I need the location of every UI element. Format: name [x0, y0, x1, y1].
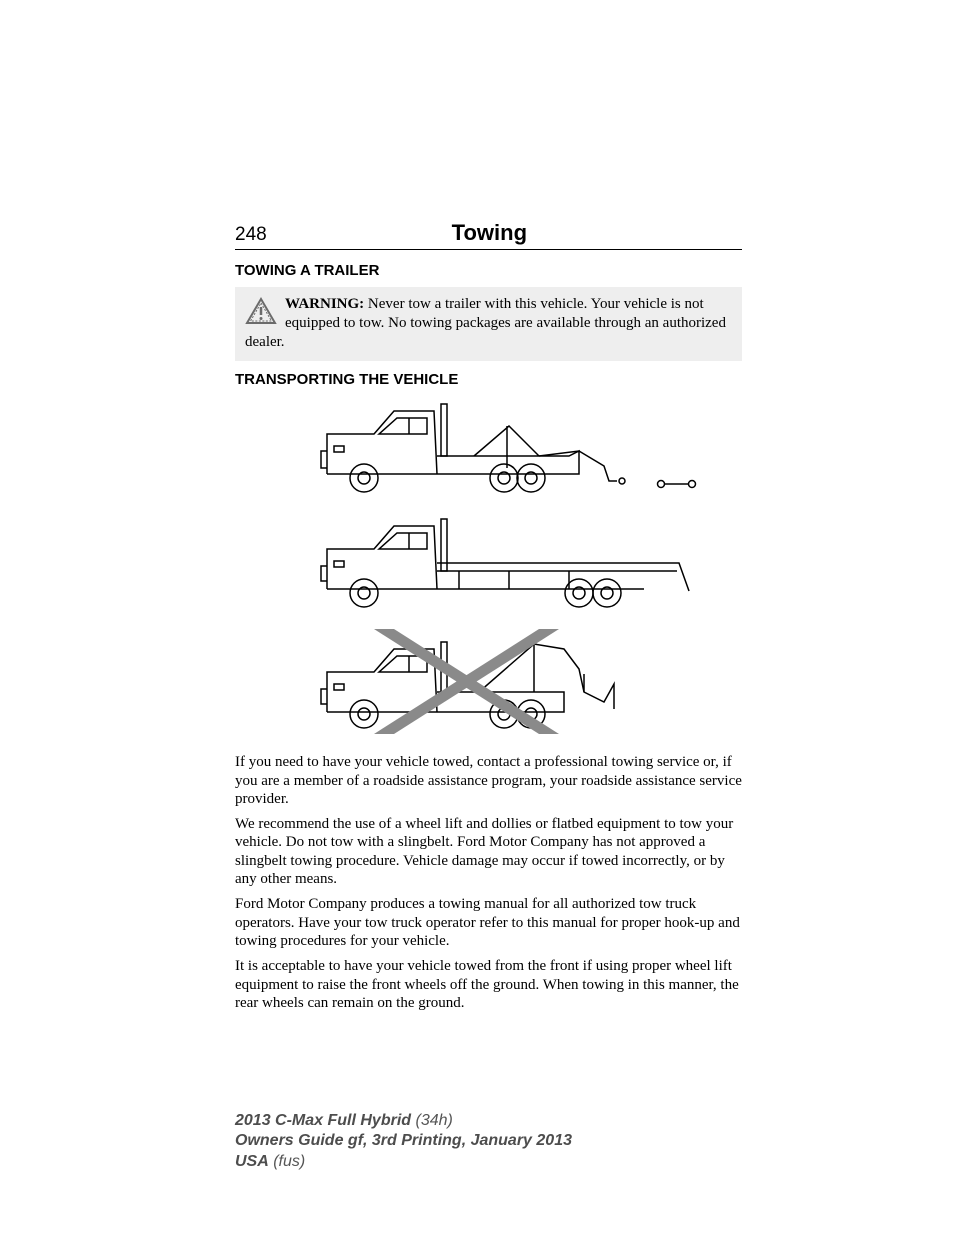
section-heading-trailer: TOWING A TRAILER: [235, 262, 742, 279]
paragraph-2: We recommend the use of a wheel lift and…: [235, 815, 742, 888]
paragraph-1: If you need to have your vehicle towed, …: [235, 753, 742, 808]
warning-label: WARNING:: [285, 296, 364, 312]
footer-line-1: 2013 C-Max Full Hybrid (34h): [235, 1111, 572, 1132]
tow-truck-diagram: [235, 396, 742, 741]
paragraph-4: It is acceptable to have your vehicle to…: [235, 957, 742, 1012]
truck-flatbed-icon: [321, 519, 689, 607]
warning-triangle-icon: [245, 297, 277, 325]
footer: 2013 C-Max Full Hybrid (34h) Owners Guid…: [235, 1111, 572, 1173]
page-header: 248 Towing: [235, 220, 742, 250]
paragraph-3: Ford Motor Company produces a towing man…: [235, 895, 742, 950]
warning-box: WARNING: Never tow a trailer with this v…: [235, 287, 742, 361]
footer-line-3: USA (fus): [235, 1152, 572, 1173]
section-heading-transport: TRANSPORTING THE VEHICLE: [235, 371, 742, 388]
chapter-title: Towing: [237, 220, 742, 246]
truck-wheel-lift-icon: [321, 404, 696, 492]
footer-line-2: Owners Guide gf, 3rd Printing, January 2…: [235, 1131, 572, 1152]
truck-sling-crossed-icon: [321, 629, 614, 734]
